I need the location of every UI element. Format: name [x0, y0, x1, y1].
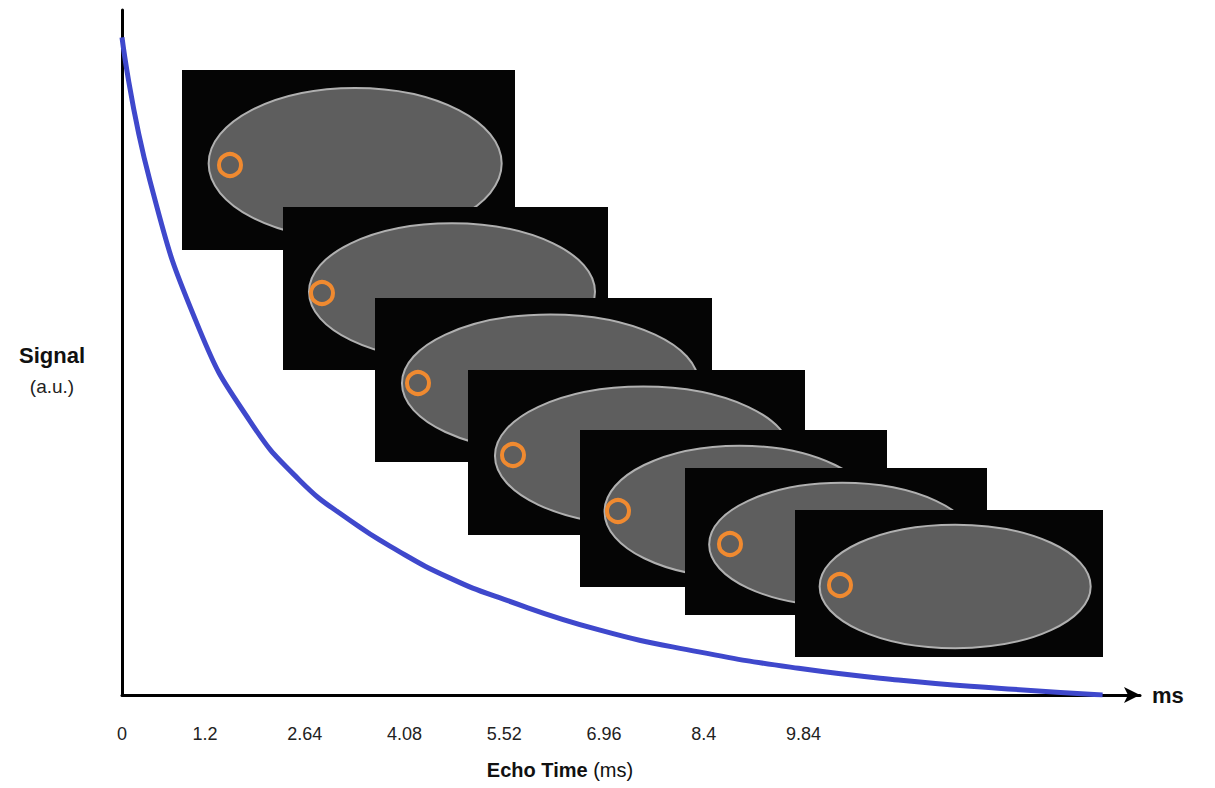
svg-text:2.64: 2.64 [287, 724, 322, 744]
svg-text:Echo Time: Echo Time [487, 759, 588, 781]
svg-text:(a.u.): (a.u.) [30, 376, 74, 397]
svg-text:(ms): (ms) [588, 759, 634, 781]
svg-text:ms: ms [1152, 683, 1184, 708]
svg-text:8.4: 8.4 [691, 724, 716, 744]
svg-text:Signal: Signal [19, 343, 85, 368]
svg-text:0: 0 [117, 724, 127, 744]
svg-text:1.2: 1.2 [193, 724, 218, 744]
svg-text:9.84: 9.84 [786, 724, 821, 744]
svg-text:5.52: 5.52 [487, 724, 522, 744]
svg-text:4.08: 4.08 [387, 724, 422, 744]
svg-text:6.96: 6.96 [586, 724, 621, 744]
